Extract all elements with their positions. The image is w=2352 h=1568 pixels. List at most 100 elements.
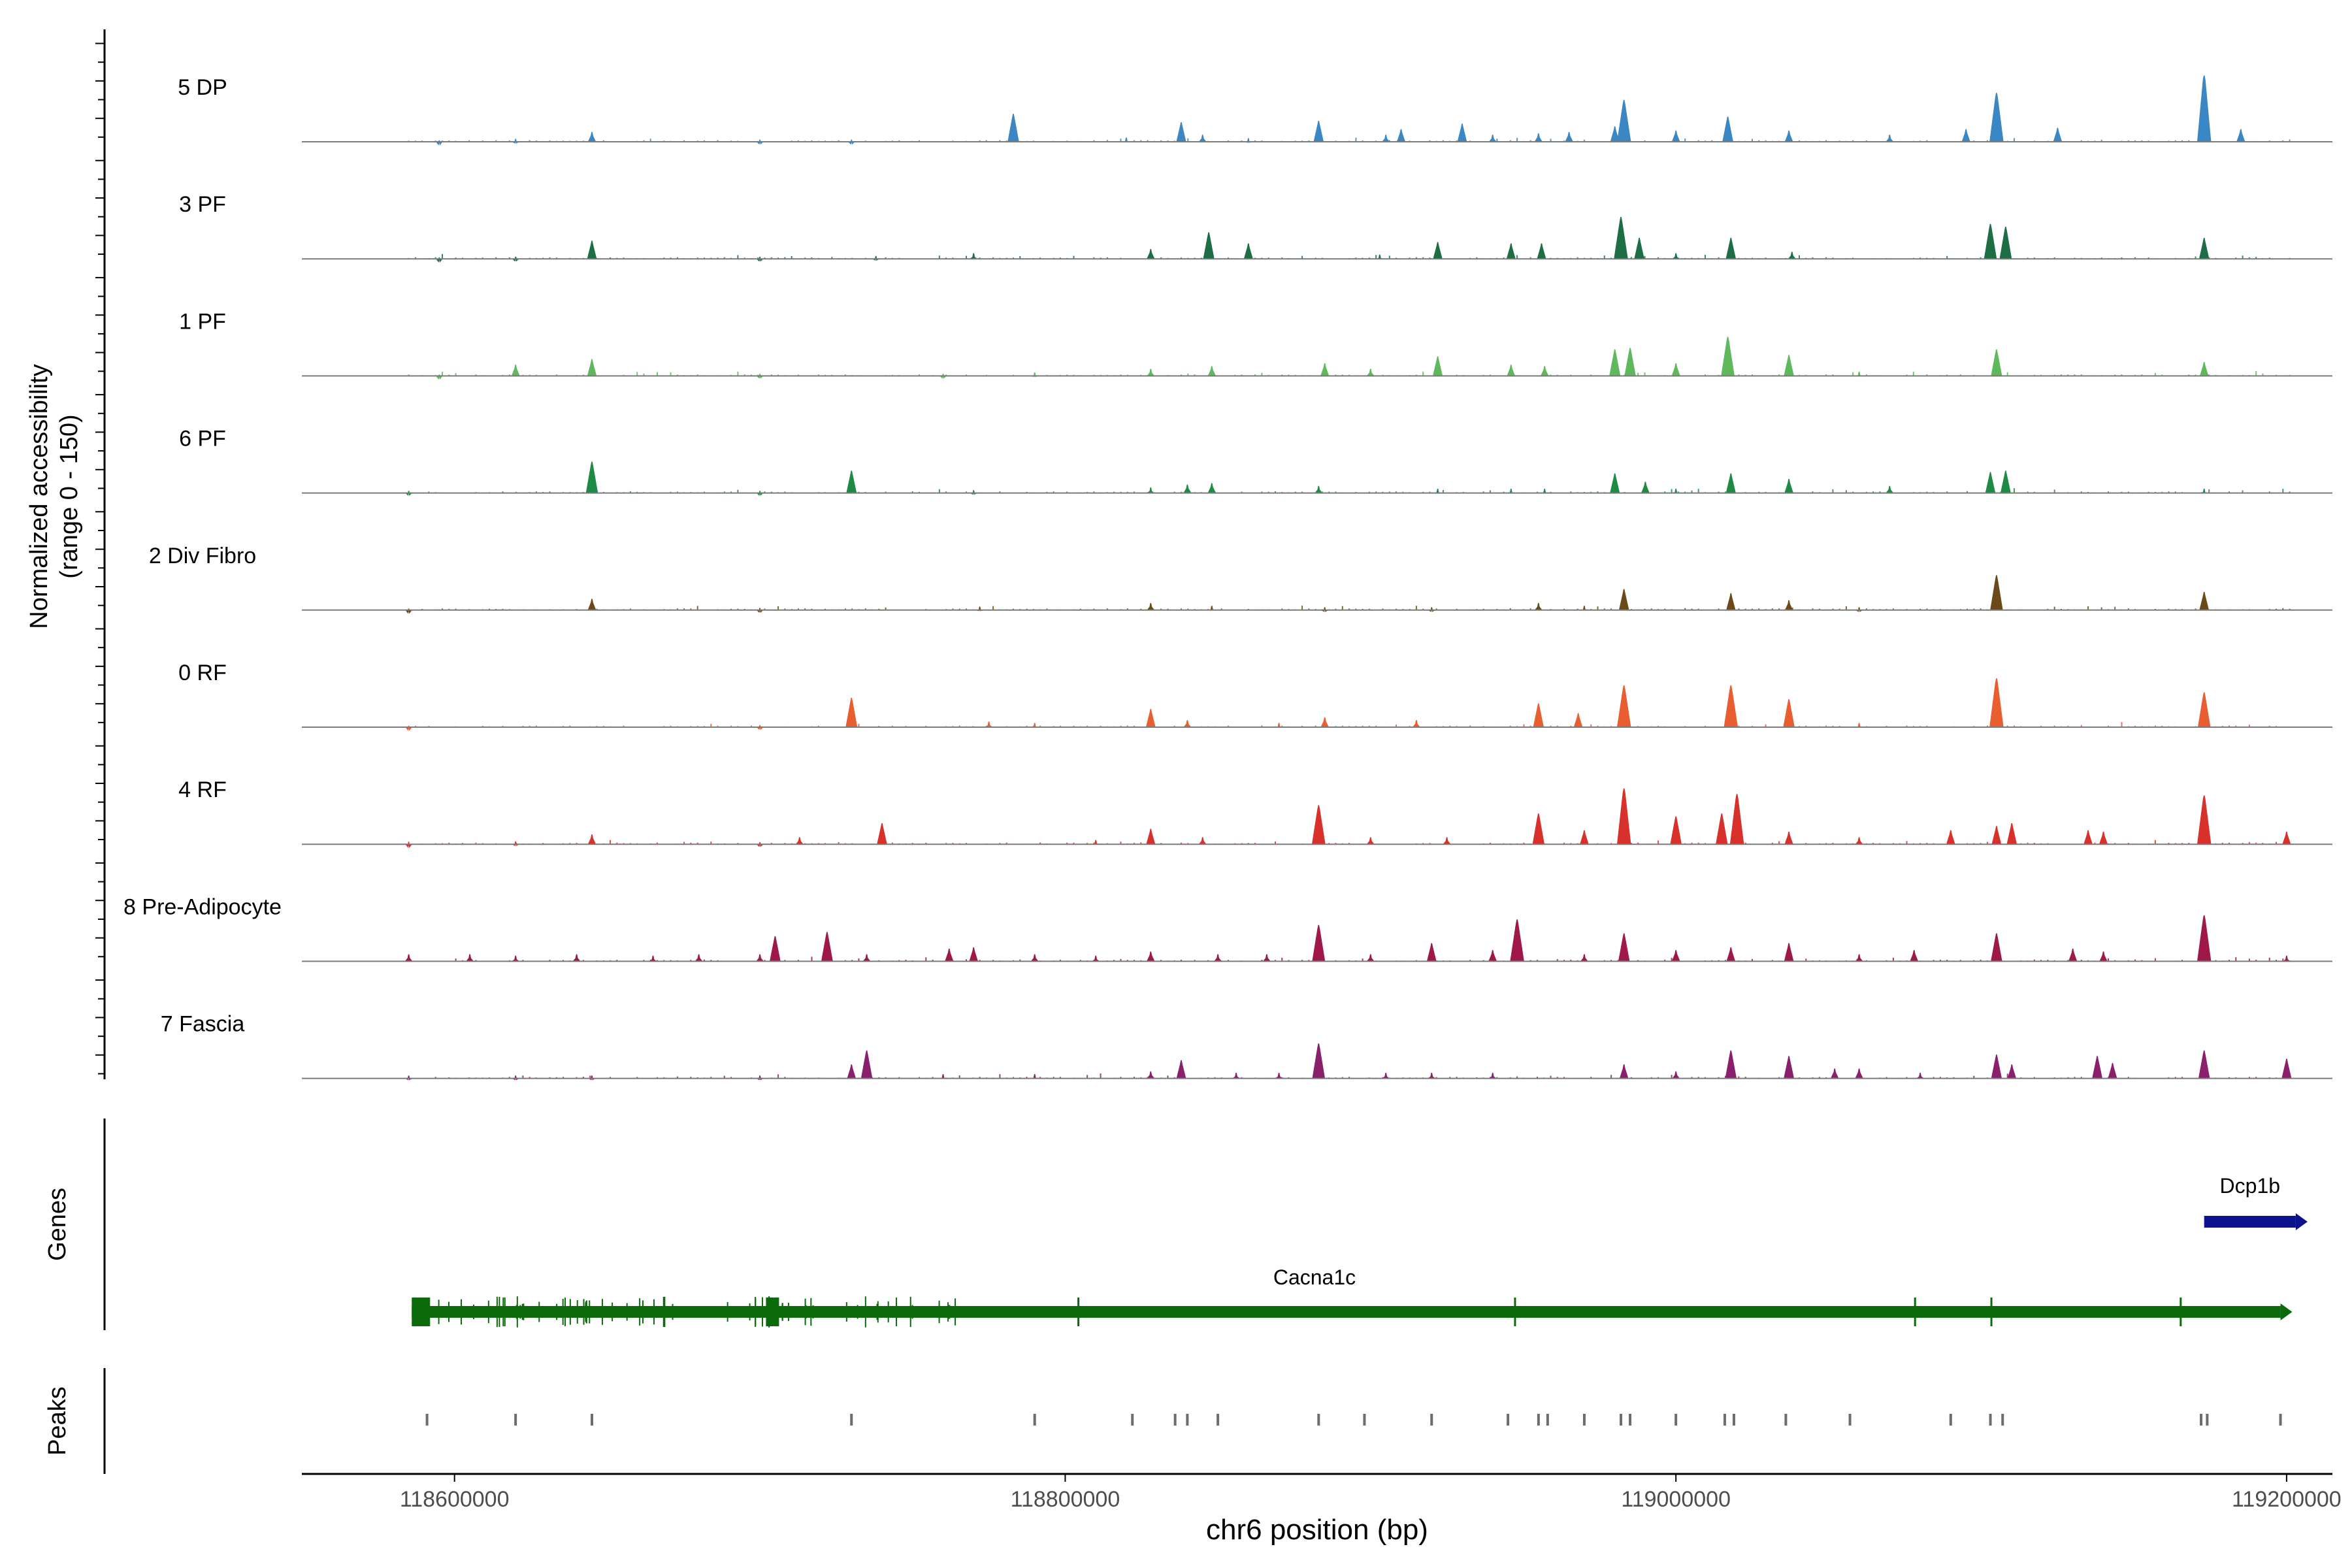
- peak-region: [1989, 1414, 1992, 1426]
- coverage-peak: [1989, 93, 2004, 142]
- coverage-peak: [821, 932, 833, 962]
- coverage-peak: [1198, 135, 1207, 142]
- gene-exon: [556, 1303, 558, 1320]
- gene-exon: [804, 1298, 806, 1326]
- coverage-peak: [1565, 131, 1574, 142]
- coverage-peak: [1457, 123, 1467, 142]
- coverage-peak: [1537, 243, 1546, 259]
- gene-model: Cacna1c: [412, 1266, 2293, 1328]
- coverage-peak: [1312, 924, 1326, 962]
- gene-exon: [461, 1299, 463, 1325]
- gene-exon: [845, 1302, 847, 1322]
- coverage-noise: [408, 370, 2291, 376]
- coverage-peak: [1616, 788, 1631, 845]
- peak-region: [1723, 1414, 1726, 1426]
- coverage-peak: [2053, 127, 2063, 142]
- coverage-peak: [1614, 217, 1628, 259]
- coverage-track: [302, 461, 2332, 496]
- gene-strand-arrow: [2280, 1303, 2293, 1320]
- coverage-peak: [944, 949, 954, 962]
- coverage-peak: [1573, 713, 1583, 728]
- peak-region: [1507, 1414, 1510, 1426]
- coverage-peak: [1146, 368, 1155, 377]
- coverage-peak: [1183, 720, 1192, 728]
- gene-exon: [664, 1296, 666, 1328]
- coverage-peak: [1618, 933, 1630, 962]
- coverage-peak: [511, 955, 521, 962]
- coverage-peak: [1784, 831, 1793, 845]
- coverage-peak: [1725, 473, 1737, 494]
- coverage-peak: [1580, 954, 1589, 962]
- coverage-peak: [1427, 1072, 1437, 1079]
- coverage-peak: [585, 461, 598, 494]
- gene-exon: [612, 1302, 613, 1322]
- coverage-peak: [2199, 361, 2209, 377]
- coverage-peak: [2000, 470, 2012, 494]
- coverage-peak: [1984, 223, 1997, 259]
- coverage-noise: [408, 956, 2291, 962]
- coverage-peak: [1729, 794, 1744, 845]
- peak-region: [2200, 1414, 2203, 1426]
- gene-exon: [601, 1299, 603, 1325]
- gene-exon: [755, 1297, 757, 1327]
- gene-exon: [1914, 1298, 1916, 1326]
- coverage-peak: [1262, 954, 1271, 962]
- coverage-peak: [587, 359, 597, 377]
- coverage-peak: [862, 954, 872, 962]
- x-tick-label: 118600000: [400, 1487, 510, 1512]
- gene-exon: [523, 1303, 525, 1320]
- gene-exon: [583, 1299, 585, 1325]
- coverage-peak: [1533, 703, 1544, 728]
- coverage-peak: [1855, 837, 1864, 845]
- coverage-peak: [1999, 226, 2012, 259]
- coverage-peak: [1783, 699, 1795, 728]
- peak-region: [2001, 1414, 2004, 1426]
- coverage-peak: [1534, 602, 1543, 611]
- coverage-peak: [1618, 589, 1629, 611]
- coverage-peak: [1830, 1068, 1839, 1079]
- coverage-peak: [1784, 479, 1794, 494]
- coverage-track: [302, 788, 2332, 848]
- peak-region: [1582, 1414, 1586, 1426]
- coverage-peak: [1722, 116, 1734, 142]
- coverage-peak: [2199, 591, 2210, 611]
- coverage-peak: [1146, 487, 1156, 494]
- track-label: 4 RF: [178, 777, 227, 802]
- gene-exon: [448, 1301, 449, 1322]
- gene-exon: [887, 1301, 889, 1323]
- coverage-peak: [1091, 955, 1101, 962]
- coverage-peak: [1433, 242, 1443, 259]
- coverage-peak: [1198, 837, 1207, 845]
- coverage-peak: [1784, 943, 1794, 962]
- gene-exon: [473, 1304, 475, 1320]
- x-tick-label: 118800000: [1011, 1487, 1120, 1512]
- coverage-noise: [408, 722, 2291, 727]
- gene-exon: [896, 1298, 898, 1326]
- coverage-peak: [1671, 130, 1680, 142]
- coverage-peak: [1788, 252, 1797, 259]
- coverage-peak: [1146, 1071, 1155, 1079]
- coverage-peak: [1320, 363, 1330, 377]
- gene-exon: [949, 1305, 951, 1319]
- coverage-peak: [846, 470, 857, 494]
- coverage-peak: [1381, 1072, 1391, 1079]
- gene-body: [2204, 1216, 2296, 1228]
- coverage-peak: [2198, 238, 2210, 259]
- gene-exon: [864, 1296, 866, 1328]
- coverage-peak: [1510, 919, 1524, 962]
- coverage-peak: [2197, 795, 2212, 845]
- peak-region: [1537, 1414, 1540, 1426]
- coverage-peak: [404, 954, 414, 962]
- coverage-peak: [2282, 831, 2291, 845]
- gene-exon: [1514, 1298, 1516, 1326]
- coverage-peak: [1885, 485, 1894, 494]
- track-labels: 5 DP 3 PF 1 PF 6 PF 2 Div Fibro 0 RF 4 RF 8 Pre…: [123, 75, 282, 1037]
- peak-region: [850, 1414, 853, 1426]
- coverage-peak: [1507, 365, 1516, 377]
- gene-exon: [487, 1300, 489, 1324]
- coverage-track: [302, 575, 2332, 614]
- track-label: 0 RF: [178, 661, 227, 685]
- gene-exon: [576, 1300, 578, 1324]
- x-tick-label: 119200000: [2232, 1487, 2342, 1512]
- coverage-peak: [2197, 75, 2212, 142]
